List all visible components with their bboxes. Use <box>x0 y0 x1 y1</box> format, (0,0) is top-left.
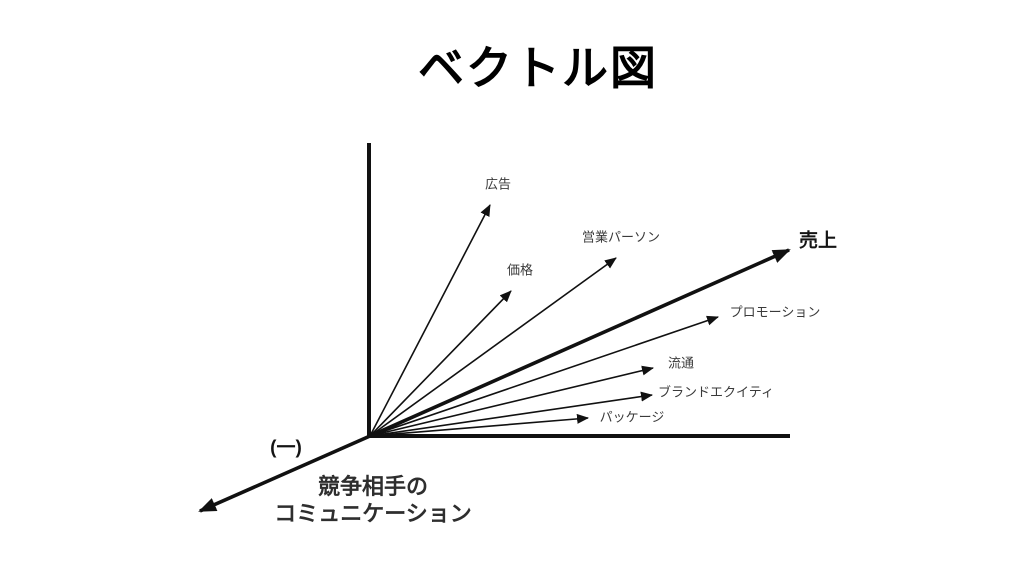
label-sales-person: 営業パーソン <box>581 229 661 245</box>
label-negative-direction: (一) <box>270 437 302 459</box>
vector-promotion <box>369 315 719 437</box>
page-title: ベクトル図 <box>418 42 658 94</box>
vector-sales-person <box>369 257 617 437</box>
label-promotion: プロモーション <box>729 304 821 320</box>
vector-price <box>369 290 512 437</box>
label-distribution: 流通 <box>667 355 695 371</box>
label-advertising: 広告 <box>484 176 512 192</box>
label-sales: 売上 <box>798 230 838 252</box>
vectors <box>198 204 791 513</box>
label-package: パッケージ <box>599 409 665 425</box>
vector-brand-equity <box>369 391 653 437</box>
vector-sales <box>369 248 791 438</box>
label-brand-equity: ブランドエクイティ <box>658 384 774 400</box>
negative-axis-label-line1: 競争相手の <box>317 474 428 499</box>
vector-package <box>369 413 589 437</box>
negative-axis-label: 競争相手の コミュニケーション <box>274 473 472 527</box>
axes <box>367 143 790 438</box>
vector-distribution <box>369 365 654 437</box>
negative-axis-label-line2: コミュニケーション <box>274 501 472 526</box>
vector-advertising <box>369 204 491 437</box>
vector-negative-direction <box>198 434 371 513</box>
label-price: 価格 <box>506 262 534 278</box>
